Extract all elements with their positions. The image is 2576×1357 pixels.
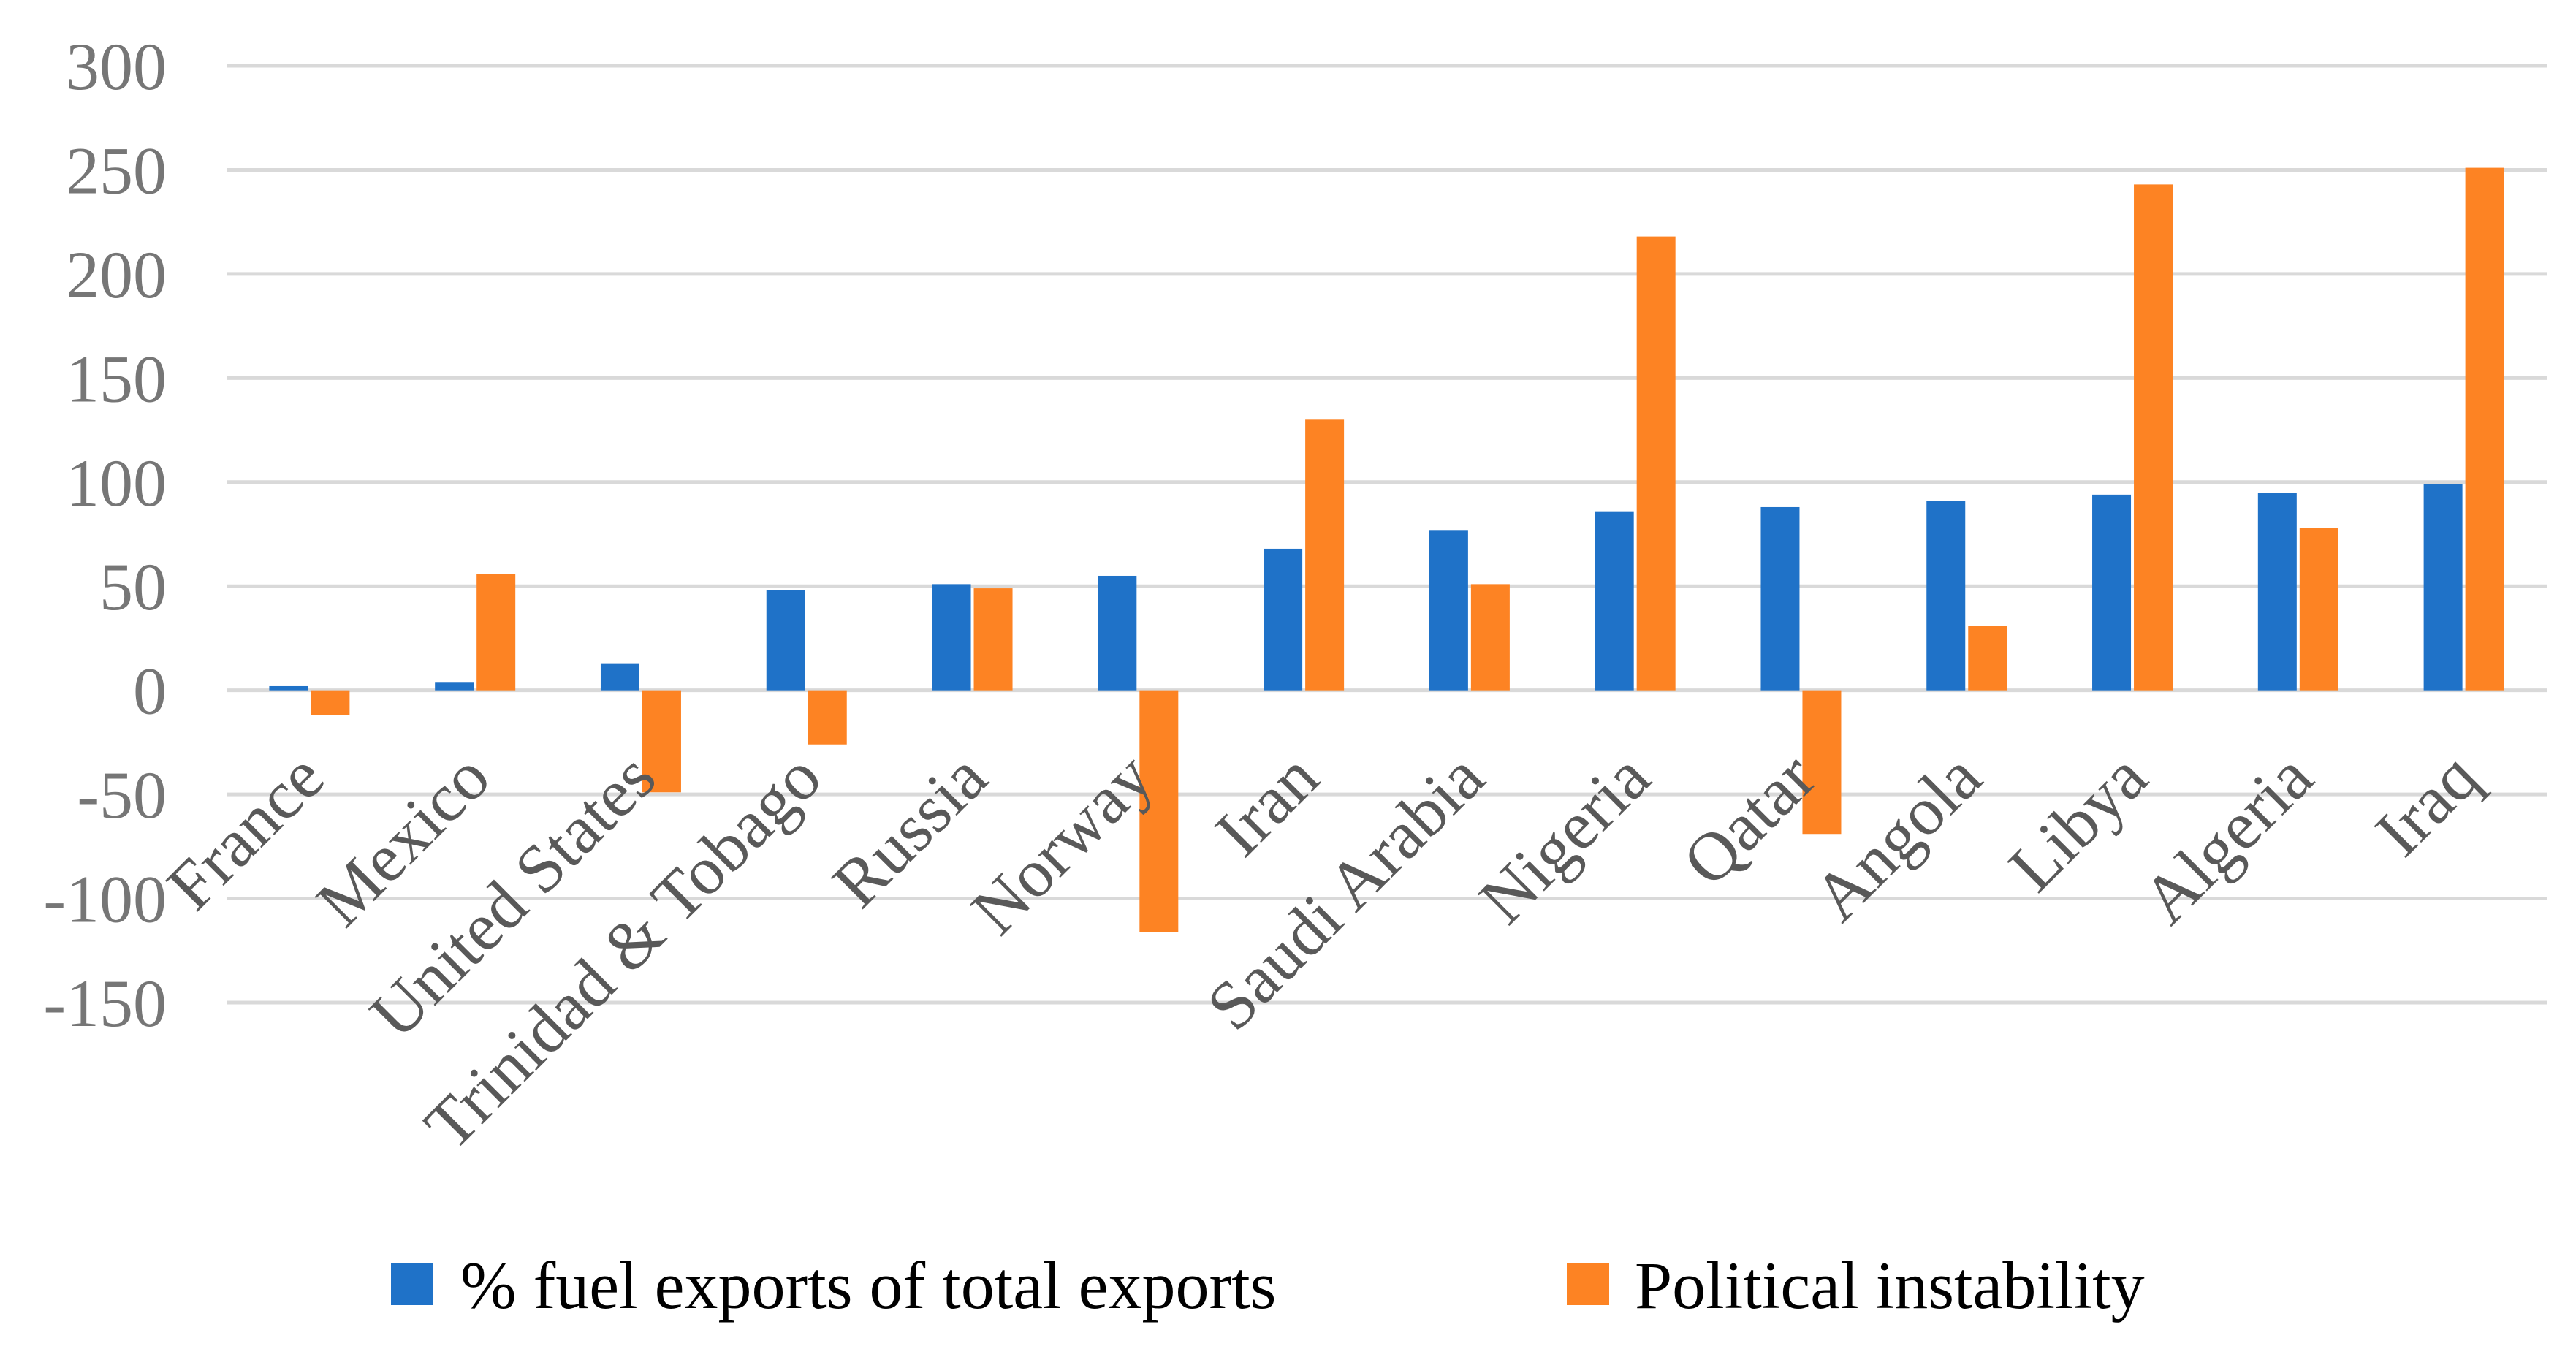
- bar-political-instability-iran: [1305, 419, 1345, 691]
- bar-fuel-exports-qatar: [1760, 506, 1800, 691]
- x-tick-label-norway: Norway: [957, 739, 1168, 949]
- bar-fuel-exports-france: [269, 685, 308, 691]
- bar-political-instability-mexico: [476, 574, 516, 691]
- y-tick-label: 150: [66, 341, 167, 416]
- bar-political-instability-angola: [1968, 626, 2007, 691]
- bar-political-instability-united-states: [642, 690, 681, 793]
- x-tick-label-iran: Iran: [1201, 739, 1333, 871]
- y-tick-label: 200: [66, 237, 167, 312]
- bar-political-instability-nigeria: [1636, 236, 1676, 691]
- bar-fuel-exports-saudi-arabia: [1429, 530, 1468, 691]
- bar-political-instability-norway: [1139, 690, 1179, 932]
- y-tick-label: 0: [133, 654, 167, 729]
- legend: % fuel exports of total exports Politica…: [391, 1248, 2145, 1323]
- bar-political-instability-qatar: [1802, 690, 1842, 835]
- legend-label-fuel-exports: % fuel exports of total exports: [460, 1248, 1277, 1323]
- y-tick-label: 50: [99, 550, 167, 624]
- bar-fuel-exports-algeria: [2257, 493, 2297, 691]
- bar-fuel-exports-nigeria: [1595, 511, 1634, 691]
- bar-political-instability-trinidad-tobago: [808, 690, 847, 745]
- x-tick-label-iraq: Iraq: [2361, 739, 2493, 871]
- legend-swatch-fuel-exports: [391, 1263, 433, 1305]
- bar-fuel-exports-norway: [1098, 575, 1137, 691]
- bar-fuel-exports-mexico: [435, 682, 474, 691]
- bar-fuel-exports-united-states: [600, 663, 639, 691]
- y-tick-label: -100: [43, 862, 167, 937]
- y-tick-label: -50: [77, 758, 167, 832]
- y-axis-ticks: 300 250 200 150 100 50 0 -50 -100 -150: [43, 29, 167, 1041]
- bar-fuel-exports-trinidad-tobago: [766, 590, 805, 691]
- bar-political-instability-iraq: [2465, 167, 2504, 691]
- bar-political-instability-russia: [973, 588, 1013, 691]
- legend-label-political-instability: Political instability: [1635, 1248, 2145, 1323]
- bar-fuel-exports-iraq: [2423, 484, 2463, 691]
- y-tick-label: 300: [66, 29, 167, 104]
- y-tick-label: 250: [66, 133, 167, 208]
- y-tick-label: -150: [43, 966, 167, 1041]
- bar-fuel-exports-angola: [1926, 501, 1966, 691]
- y-tick-label: 100: [66, 446, 167, 520]
- legend-swatch-political-instability: [1567, 1263, 1609, 1305]
- bar-political-instability-saudi-arabia: [1470, 584, 1510, 691]
- bar-political-instability-libya: [2134, 184, 2173, 691]
- bar-fuel-exports-iran: [1264, 548, 1303, 691]
- x-tick-label-algeria: Algeria: [2128, 739, 2328, 938]
- bars: [269, 167, 2504, 932]
- bar-political-instability-france: [311, 690, 350, 715]
- bar-fuel-exports-libya: [2092, 494, 2132, 691]
- bar-political-instability-algeria: [2299, 528, 2338, 691]
- x-tick-label-nigeria: Nigeria: [1465, 739, 1665, 938]
- bar-fuel-exports-russia: [932, 584, 971, 691]
